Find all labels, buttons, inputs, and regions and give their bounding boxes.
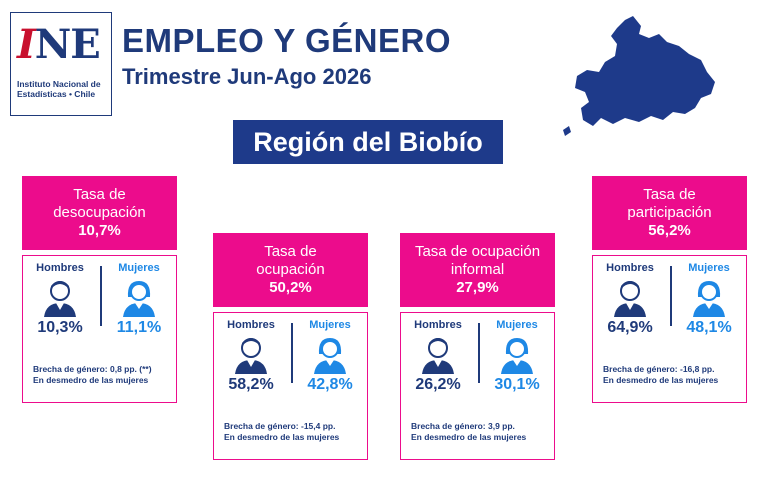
women-value: 42,8% (307, 376, 353, 393)
card-label: Tasa de ocupación informal (414, 243, 541, 278)
women-column: Mujeres 11,1% (104, 262, 174, 337)
men-value: 64,9% (607, 319, 653, 336)
card-header: Tasa de ocupación informal 27,9% (400, 233, 555, 307)
men-label: Hombres (606, 262, 654, 274)
divider (478, 323, 480, 383)
man-icon (614, 281, 646, 317)
women-label: Mujeres (688, 262, 730, 274)
card-label: Tasa de desocupación (53, 186, 146, 221)
card-participacion: Tasa de participación 56,2% Hombres 64,9… (592, 176, 747, 403)
card-header: Tasa de desocupación 10,7% (22, 176, 177, 250)
card-body: Hombres 26,2% Mujeres 30,1% Brecha de gé… (400, 312, 555, 460)
card-label: Tasa de participación (627, 186, 712, 221)
men-column: Hombres 64,9% (595, 262, 665, 337)
card-value: 56,2% (648, 222, 691, 239)
divider (100, 266, 102, 326)
card-desocupacion: Tasa de desocupación 10,7% Hombres 10,3%… (22, 176, 177, 403)
page-title: EMPLEO Y GÉNERO (122, 22, 452, 59)
woman-icon (501, 338, 533, 374)
woman-icon (314, 338, 346, 374)
card-value: 10,7% (78, 222, 121, 239)
men-column: Hombres 10,3% (25, 262, 95, 337)
gender-gap: Brecha de género: 0,8 pp. (**) En desmedr… (33, 364, 152, 385)
card-header: Tasa de participación 56,2% (592, 176, 747, 250)
ine-logo-text: Instituto Nacional de Estadísticas • Chi… (17, 79, 101, 99)
biobio-map-icon (563, 16, 715, 136)
divider (670, 266, 672, 326)
card-header: Tasa de ocupación 50,2% (213, 233, 368, 307)
men-column: Hombres 58,2% (216, 319, 286, 394)
card-body: Hombres 64,9% Mujeres 48,1% Brecha de gé… (592, 255, 747, 403)
man-icon (422, 338, 454, 374)
women-value: 48,1% (686, 319, 732, 336)
gender-gap: Brecha de género: 3,9 pp. En desmedro de … (411, 421, 527, 442)
card-label: Tasa de ocupación (256, 243, 325, 278)
card-ocupacion: Tasa de ocupación 50,2% Hombres 58,2% Mu… (213, 233, 368, 460)
card-value: 50,2% (269, 279, 312, 296)
women-value: 11,1% (116, 319, 162, 336)
men-column: Hombres 26,2% (403, 319, 473, 394)
card-body: Hombres 10,3% Mujeres 11,1% Brecha de gé… (22, 255, 177, 403)
woman-icon (123, 281, 155, 317)
women-label: Mujeres (309, 319, 351, 331)
divider (291, 323, 293, 383)
women-column: Mujeres 48,1% (674, 262, 744, 337)
women-value: 30,1% (494, 376, 540, 393)
region-banner: Región del Biobío (233, 120, 503, 164)
gender-gap: Brecha de género: -16,8 pp. En desmedro d… (603, 364, 719, 385)
women-label: Mujeres (118, 262, 160, 274)
men-label: Hombres (414, 319, 462, 331)
ine-logo: INE Instituto Nacional de Estadísticas •… (10, 12, 112, 116)
ine-logo-mark: INE (17, 21, 101, 68)
card-value: 27,9% (456, 279, 499, 296)
men-value: 10,3% (37, 319, 83, 336)
men-value: 58,2% (228, 376, 274, 393)
woman-icon (693, 281, 725, 317)
card-ocupacion-informal: Tasa de ocupación informal 27,9% Hombres… (400, 233, 555, 460)
men-value: 26,2% (415, 376, 461, 393)
women-column: Mujeres 30,1% (482, 319, 552, 394)
men-label: Hombres (36, 262, 84, 274)
women-column: Mujeres 42,8% (295, 319, 365, 394)
men-label: Hombres (227, 319, 275, 331)
man-icon (235, 338, 267, 374)
card-body: Hombres 58,2% Mujeres 42,8% Brecha de gé… (213, 312, 368, 460)
gender-gap: Brecha de género: -15,4 pp. En desmedro d… (224, 421, 340, 442)
man-icon (44, 281, 76, 317)
women-label: Mujeres (496, 319, 538, 331)
page-subtitle: Trimestre Jun-Ago 2026 (122, 64, 372, 89)
